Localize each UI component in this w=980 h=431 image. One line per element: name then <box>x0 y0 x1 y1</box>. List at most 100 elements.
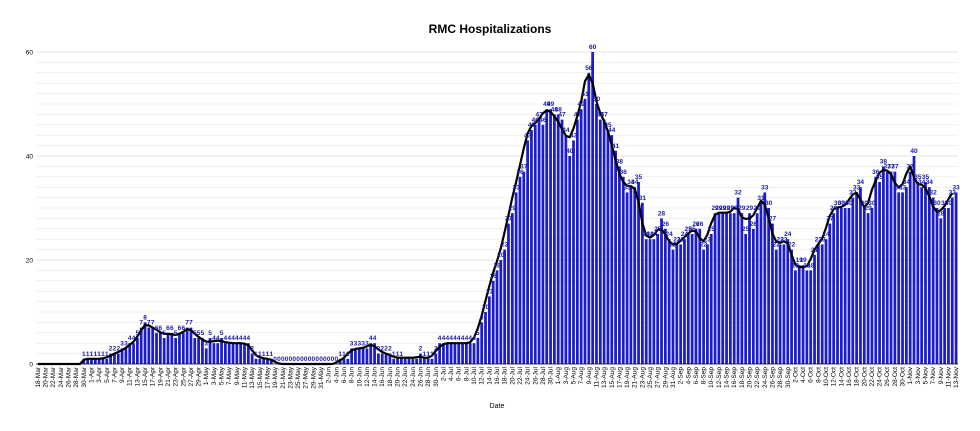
data-label: 24 <box>681 231 689 238</box>
x-tick-label: 14-Jul <box>486 366 493 384</box>
x-tick-label: 31-May <box>318 366 325 388</box>
data-label: 23 <box>819 236 827 243</box>
bar <box>243 343 246 364</box>
x-tick-label: 9-Apr <box>119 366 126 383</box>
x-tick-label: 17-May <box>264 366 271 388</box>
bar <box>797 265 801 364</box>
bar <box>882 166 885 364</box>
bar <box>885 171 889 364</box>
data-label: 18 <box>493 262 501 269</box>
data-label: 25 <box>654 226 662 233</box>
data-label: 7 <box>147 320 151 327</box>
x-tick-label: 14-Sep <box>724 367 731 388</box>
x-tick-label: 18-Oct <box>854 367 861 387</box>
data-label: 33 <box>899 184 907 191</box>
data-label: 46 <box>532 117 540 124</box>
bar <box>629 187 633 364</box>
bar <box>855 192 858 364</box>
data-label: 1 <box>342 351 346 358</box>
x-tick-label: 10-Oct <box>823 367 830 387</box>
data-label: 38 <box>616 158 624 165</box>
x-tick-label: 31-Aug <box>670 367 677 388</box>
bar <box>124 348 128 364</box>
bar <box>201 338 204 364</box>
x-tick-label: 11-Apr <box>127 366 134 386</box>
bar <box>369 343 373 364</box>
y-tick-label: 60 <box>26 50 34 57</box>
data-label: 30 <box>861 200 869 207</box>
x-tick-label: 27-Aug <box>655 367 662 388</box>
bar <box>598 119 602 364</box>
data-label: 1 <box>338 351 342 358</box>
bar <box>422 358 426 364</box>
bar <box>403 358 407 364</box>
bar <box>472 343 476 364</box>
x-tick-label: 23-Aug <box>639 367 646 388</box>
x-tick-label: 6-Jun <box>341 367 348 384</box>
data-label: 3 <box>361 340 365 347</box>
data-label: 1 <box>93 351 97 358</box>
data-label: 2 <box>419 346 423 353</box>
x-tick-label: 22-Mar <box>50 366 57 387</box>
data-label: 7 <box>189 320 193 327</box>
data-label: 0 <box>304 356 308 363</box>
bar <box>377 353 380 364</box>
data-label: 1 <box>426 351 430 358</box>
bar <box>415 358 419 364</box>
data-label: 0 <box>289 356 293 363</box>
x-tick-label: 5-Apr <box>104 366 111 383</box>
data-label: 6 <box>178 325 182 332</box>
data-label: 4 <box>247 335 251 342</box>
data-label: 33 <box>623 184 631 191</box>
data-label: 24 <box>643 231 651 238</box>
x-tick-label: 5-Aug <box>571 367 578 385</box>
data-label: 22 <box>788 242 796 249</box>
x-tick-label: 24-Sep <box>762 367 769 388</box>
bar <box>794 270 797 364</box>
data-label: 2 <box>434 346 438 353</box>
data-label: 4 <box>243 335 247 342</box>
bar <box>216 343 220 364</box>
bar <box>97 358 101 364</box>
x-tick-label: 29-Apr <box>196 366 203 386</box>
data-label: 47 <box>597 112 605 119</box>
data-label: 29 <box>719 205 727 212</box>
bar <box>736 197 740 364</box>
data-label: 23 <box>673 236 681 243</box>
data-label: 1 <box>105 351 109 358</box>
bar <box>155 332 158 364</box>
bar <box>878 182 881 364</box>
bar <box>120 348 124 364</box>
x-tick-label: 26-Mar <box>66 366 73 387</box>
x-tick-label: 22-Sep <box>754 367 761 388</box>
data-label: 25 <box>708 226 716 233</box>
data-label: 24 <box>666 231 674 238</box>
bar <box>262 358 266 364</box>
data-label: 3 <box>204 340 208 347</box>
data-label: 4 <box>445 335 449 342</box>
data-label: 29 <box>727 205 735 212</box>
bar <box>660 218 663 364</box>
bar <box>786 239 790 364</box>
bar <box>686 234 690 364</box>
bar <box>174 338 178 364</box>
x-tick-label: 17-Aug <box>616 367 623 388</box>
bar <box>694 228 698 364</box>
bar <box>132 343 135 364</box>
data-label: 47 <box>574 112 582 119</box>
bar <box>365 348 369 364</box>
data-label: 49 <box>578 101 586 108</box>
data-label: 25 <box>688 226 696 233</box>
data-label: 4 <box>453 335 457 342</box>
bar <box>166 332 170 364</box>
x-tick-label: 20-Sep <box>747 367 754 388</box>
data-label: 0 <box>273 356 277 363</box>
data-label: 40 <box>910 148 918 155</box>
x-tick-label: 10-Jul <box>471 366 478 384</box>
data-label: 26 <box>696 221 704 228</box>
x-tick-label: 11-May <box>242 366 249 388</box>
bar <box>128 343 132 364</box>
data-label: 5 <box>476 330 480 337</box>
data-label: 37 <box>884 164 892 171</box>
bar <box>847 208 851 364</box>
